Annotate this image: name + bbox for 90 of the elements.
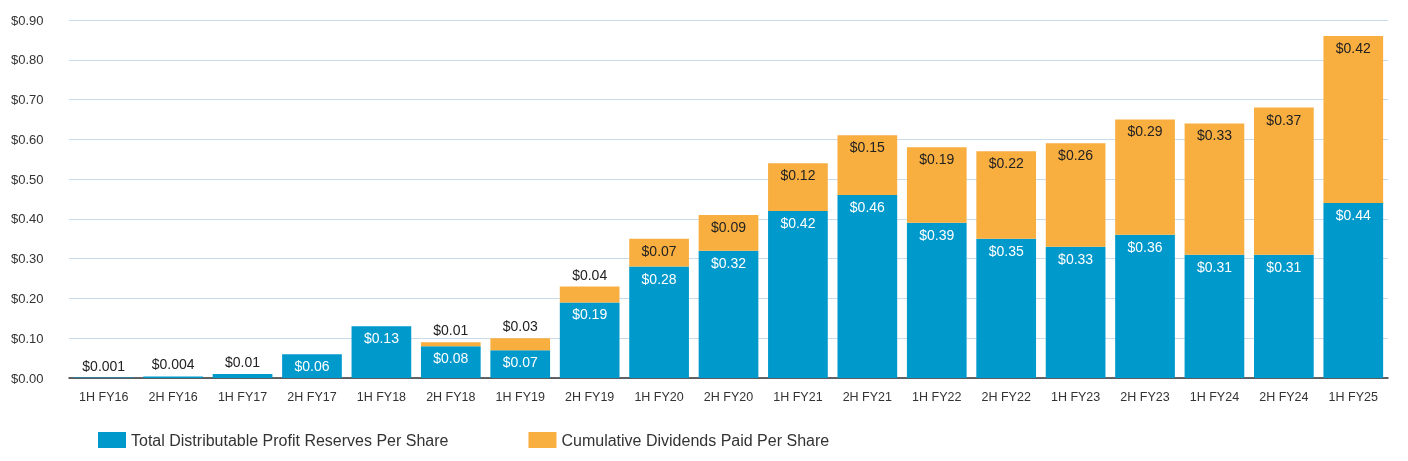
- data-label: $0.09: [710, 218, 747, 235]
- y-tick-label: $0.40: [11, 211, 44, 227]
- x-tick-label: 1H FY24: [1189, 389, 1240, 404]
- x-tick-label: 2H FY19: [564, 389, 615, 404]
- data-label: $0.22: [988, 155, 1024, 172]
- bar: [1254, 254, 1314, 378]
- bar: [976, 238, 1037, 378]
- data-label: $0.36: [1127, 238, 1163, 255]
- bar: [351, 326, 412, 378]
- x-tick-label: 1H FY16: [79, 389, 129, 404]
- data-label: $0.03: [502, 318, 538, 335]
- y-tick-label: $0.00: [11, 370, 44, 386]
- x-tick-label: 2H FY22: [981, 389, 1031, 404]
- bar: [768, 163, 828, 211]
- y-tick-label: $0.70: [11, 92, 44, 108]
- data-label: $0.004: [151, 356, 195, 373]
- bar: [837, 135, 898, 196]
- y-tick-label: $0.10: [11, 330, 44, 346]
- bar: [1184, 254, 1245, 378]
- data-label: $0.33: [1058, 250, 1094, 267]
- x-tick-label: 2H FY21: [842, 389, 893, 404]
- x-tick-label: 2H FY24: [1259, 389, 1309, 404]
- data-label: $0.12: [780, 167, 816, 184]
- bar: [906, 222, 967, 378]
- x-tick-label: 2H FY18: [426, 389, 476, 404]
- y-tick-label: $0.50: [11, 171, 44, 187]
- data-label: $0.19: [919, 151, 955, 168]
- data-label: $0.42: [1335, 39, 1372, 56]
- data-label: $0.19: [572, 306, 608, 323]
- data-label: $0.07: [641, 242, 677, 259]
- bar: [490, 338, 551, 351]
- bar: [1323, 35, 1384, 203]
- data-label: $0.15: [849, 139, 886, 156]
- bar: [768, 210, 828, 378]
- data-label: $0.29: [1127, 123, 1163, 140]
- bar: [212, 374, 273, 378]
- bar: [629, 266, 689, 378]
- data-label: $0.04: [572, 266, 608, 283]
- y-tick-label: $0.30: [11, 251, 44, 267]
- y-tick-label: $0.60: [11, 131, 44, 147]
- data-label: $0.31: [1266, 258, 1302, 275]
- bar: [1045, 143, 1106, 247]
- bar: [698, 250, 759, 378]
- data-label: $0.37: [1266, 111, 1302, 128]
- bar: [1045, 246, 1106, 378]
- x-tick-label: 1H FY17: [217, 389, 268, 404]
- x-tick-label: 1H FY21: [773, 389, 823, 404]
- x-tick-label: 2H FY17: [287, 389, 337, 404]
- data-label: $0.26: [1058, 147, 1094, 164]
- data-label: $0.13: [363, 330, 400, 347]
- bar: [420, 342, 481, 347]
- x-tick-label: 2H FY16: [148, 389, 198, 404]
- data-label: $0.001: [82, 357, 126, 374]
- data-label: $0.46: [849, 199, 886, 216]
- x-tick-label: 1H FY20: [634, 389, 684, 404]
- data-label: $0.33: [1196, 127, 1233, 144]
- bar: [1115, 119, 1175, 235]
- legend-label: Total Distributable Profit Reserves Per Share: [131, 431, 449, 449]
- bar: [1184, 123, 1245, 255]
- bar: [1323, 202, 1384, 378]
- x-tick-label: 1H FY23: [1050, 389, 1101, 404]
- data-label: $0.39: [919, 226, 955, 243]
- bar: [559, 302, 620, 378]
- bar: [1254, 107, 1314, 255]
- y-tick-label: $0.90: [11, 12, 44, 28]
- data-label: $0.28: [641, 270, 677, 287]
- bar: [906, 147, 967, 223]
- x-tick-label: 2H FY23: [1120, 389, 1170, 404]
- legend-label: Cumulative Dividends Paid Per Share: [561, 431, 830, 449]
- data-label: $0.31: [1196, 258, 1233, 275]
- x-tick-label: 2H FY20: [703, 389, 754, 404]
- data-label: $0.01: [433, 322, 469, 339]
- y-tick-label: $0.20: [11, 290, 44, 306]
- bar: [976, 151, 1037, 239]
- data-label: $0.08: [433, 350, 469, 367]
- bar: [837, 195, 898, 378]
- data-label: $0.44: [1335, 206, 1372, 223]
- data-label: $0.35: [988, 242, 1024, 259]
- x-tick-label: 1H FY18: [356, 389, 407, 404]
- data-label: $0.42: [780, 214, 816, 231]
- data-label: $0.32: [710, 254, 747, 271]
- x-tick-label: 1H FY19: [495, 389, 545, 404]
- bar: [1115, 234, 1175, 378]
- x-tick-label: 1H FY25: [1328, 389, 1378, 404]
- data-label: $0.06: [294, 358, 330, 375]
- bar: [559, 286, 620, 303]
- x-tick-label: 1H FY22: [912, 389, 962, 404]
- data-label: $0.07: [502, 354, 538, 371]
- data-label: $0.01: [225, 354, 261, 371]
- y-tick-label: $0.80: [11, 52, 44, 68]
